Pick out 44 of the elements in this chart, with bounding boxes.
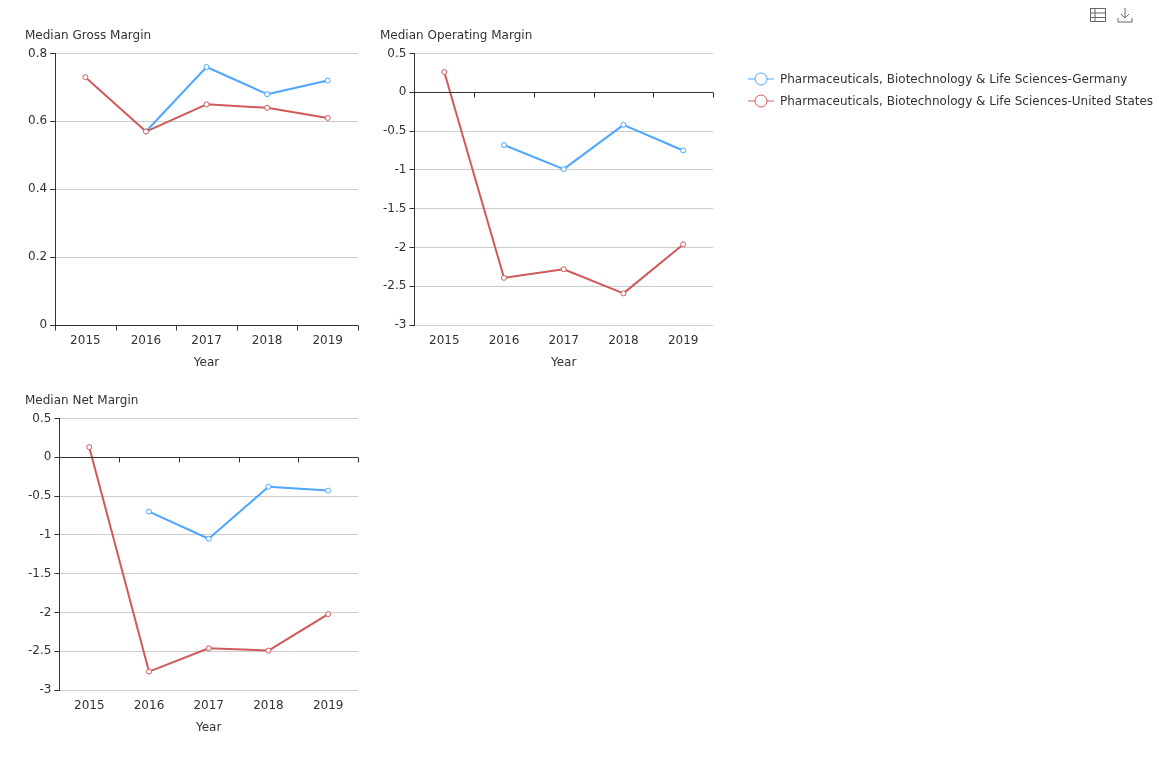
y-tick-label: 0.5 bbox=[32, 410, 52, 425]
legend-label: Pharmaceuticals, Biotechnology & Life Sciences-United States bbox=[780, 94, 1154, 108]
x-tick-label: 2019 bbox=[667, 332, 699, 347]
y-tick-label: -3 bbox=[394, 317, 407, 332]
y-tick-label: -0.5 bbox=[382, 123, 407, 138]
legend-label: Pharmaceuticals, Biotechnology & Life Sciences-Germany bbox=[780, 72, 1128, 86]
y-tick-label: 0.8 bbox=[27, 45, 48, 60]
y-tick-label: -2 bbox=[39, 604, 52, 619]
x-axis-title: Year bbox=[550, 354, 577, 369]
x-tick-label: 2016 bbox=[488, 332, 520, 347]
y-tick-label: 0 bbox=[398, 84, 407, 99]
x-tick-label: 2015 bbox=[70, 332, 101, 347]
y-tick-label: -3 bbox=[39, 682, 52, 697]
x-tick-label: 2016 bbox=[130, 332, 162, 347]
chart-title: Median Operating Margin bbox=[380, 28, 533, 43]
x-tick-label: 2015 bbox=[429, 332, 460, 347]
y-tick-label: -1 bbox=[394, 162, 407, 177]
y-tick-label: -2.5 bbox=[27, 643, 52, 658]
y-tick-label: -2.5 bbox=[382, 278, 407, 293]
chart-title: Median Net Margin bbox=[25, 393, 139, 408]
x-tick-label: 2019 bbox=[312, 332, 343, 347]
x-tick-label: 2017 bbox=[191, 332, 222, 347]
y-tick-label: 0 bbox=[39, 317, 48, 332]
y-tick-label: 0.2 bbox=[27, 249, 48, 264]
x-tick-label: 2019 bbox=[312, 697, 344, 712]
y-tick-label: -2 bbox=[394, 239, 407, 254]
x-tick-label: 2017 bbox=[548, 332, 579, 347]
y-tick-label: 0 bbox=[43, 449, 52, 464]
x-tick-label: 2017 bbox=[193, 697, 224, 712]
x-tick-label: 2016 bbox=[133, 697, 165, 712]
y-tick-label: -0.5 bbox=[27, 488, 52, 503]
x-axis-title: Year bbox=[195, 719, 222, 734]
y-tick-label: -1.5 bbox=[382, 200, 407, 215]
x-tick-label: 2015 bbox=[74, 697, 105, 712]
chart-title: Median Gross Margin bbox=[25, 28, 152, 43]
y-tick-label: 0.4 bbox=[27, 181, 48, 196]
x-tick-label: 2018 bbox=[253, 697, 284, 712]
x-axis-title: Year bbox=[192, 354, 220, 369]
y-tick-label: -1.5 bbox=[27, 565, 52, 580]
x-tick-label: 2018 bbox=[608, 332, 639, 347]
x-tick-label: 2018 bbox=[251, 332, 283, 347]
y-tick-label: 0.6 bbox=[27, 113, 48, 128]
y-tick-label: 0.5 bbox=[387, 45, 407, 60]
y-tick-label: -1 bbox=[39, 527, 52, 542]
